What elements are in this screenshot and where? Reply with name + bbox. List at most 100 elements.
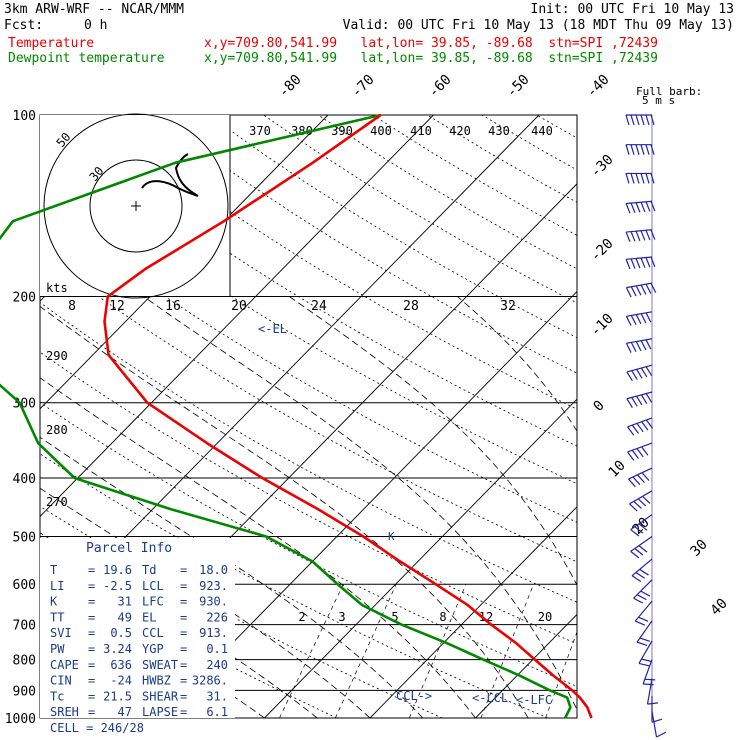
wind-barb-flag (636, 448, 644, 458)
lfc-annotation: <-LFC (516, 693, 552, 707)
wind-barb-staff (629, 490, 653, 505)
wind-legend-label: Full barb: (636, 85, 702, 98)
wind-barb-flag (645, 114, 650, 126)
wind-barb-flag (640, 590, 651, 597)
isotherm-label: -10 (588, 311, 617, 340)
wind-barb-flag (633, 597, 644, 604)
ccl-annotation: CCL-> (396, 689, 432, 703)
k-annotation: K (388, 530, 395, 543)
theta-label: 440 (531, 124, 553, 138)
wind-barb-flag (635, 230, 641, 242)
wind-barb-flag (637, 474, 645, 483)
parcel-info-sep: = (88, 642, 95, 656)
parcel-info-sep: = (88, 563, 95, 577)
isotherm-line (0, 115, 11, 718)
wind-barb-staff (646, 678, 653, 705)
wind-barb-flag (630, 231, 636, 242)
parcel-info-sep: = (180, 674, 187, 688)
isotherm-line (369, 506, 577, 718)
hodograph-ring-outer (43, 113, 229, 299)
wind-barb (626, 391, 653, 408)
wind-barb-flag (639, 637, 651, 642)
wind-barb-flag (630, 529, 640, 537)
mixing-ratio-label: 5 (391, 610, 398, 624)
wind-barb-flag (656, 731, 667, 738)
wind-barb-flag (625, 342, 632, 353)
wind-barb (625, 114, 655, 126)
lcl-annotation: <-LCL (472, 691, 508, 705)
isotherm-label: -20 (588, 236, 617, 265)
wind-barb-staff (626, 338, 653, 344)
pressure-tick-label: 900 (13, 684, 36, 699)
wind-barb-flag (638, 616, 649, 622)
parcel-info-key: CCL (142, 626, 164, 640)
mixing-ratio-line (335, 584, 397, 718)
wind-barb-staff (630, 514, 653, 531)
isotherm-line (264, 398, 577, 718)
wind-barb-flag (645, 230, 651, 241)
wind-barb-flag (650, 229, 656, 240)
wind-barb-flag (635, 285, 642, 296)
wind-barb-flag (645, 283, 652, 294)
theta-label: 280 (46, 423, 68, 437)
wind-barb-flag (635, 114, 640, 126)
wind-barb (627, 417, 654, 436)
wind-barb (633, 579, 653, 604)
theta-label: 420 (449, 124, 471, 138)
wind-barb-flag (625, 203, 631, 214)
parcel-info-sep: = (88, 705, 95, 719)
dry-adiabat (44, 115, 577, 447)
dewpoint-profile-line (0, 113, 572, 719)
hodograph-speed-label: 24 (311, 299, 327, 314)
parcel-info-value: 19.6 (103, 563, 132, 577)
isotherm-label: -60 (426, 72, 455, 101)
pressure-tick-label: 100 (13, 109, 36, 124)
wind-barb (625, 338, 653, 353)
wind-barb (625, 144, 655, 155)
parcel-info-sep: = (180, 658, 187, 672)
parcel-info-value: 923. (199, 579, 228, 593)
wind-barb-flag (636, 641, 648, 646)
wind-barb-staff (634, 600, 653, 622)
wind-barb-flag (645, 393, 653, 403)
parcel-info-key: SWEAT (142, 658, 178, 672)
wind-barb-flag (640, 284, 647, 295)
wind-barb-flag (635, 572, 645, 579)
valid-time: Valid: 00 UTC Fri 10 May 13 (18 MDT Thu … (342, 18, 734, 33)
wind-barb-flag (630, 258, 636, 269)
wind-barb-flag (630, 144, 635, 155)
wind-barb-flag (636, 594, 647, 601)
dry-adiabat (591, 115, 740, 718)
parcel-info-value: 3286. (192, 674, 228, 688)
isotherm-label: -70 (349, 72, 378, 101)
parcel-info-value: 21.5 (103, 689, 132, 703)
dewpoint-station-info: x,y=709.80,541.99 lat,lon= 39.85, -89.68… (204, 51, 658, 66)
parcel-info-sep: = (180, 563, 187, 577)
parcel-cell-text: CELL = 246/28 (50, 721, 144, 735)
parcel-info-sep: = (88, 626, 95, 640)
parcel-info-key: K (50, 595, 58, 609)
parcel-info-key: T (50, 563, 57, 577)
wind-barb-flag (640, 394, 648, 405)
theta-label: 410 (410, 124, 432, 138)
dry-adiabat (536, 115, 577, 139)
parcel-info-value: 47 (118, 705, 132, 719)
wind-barb-flag (645, 339, 652, 350)
theta-label: 390 (331, 124, 353, 138)
wind-barb-flag (635, 341, 642, 352)
wind-barb-flag (641, 421, 649, 431)
hodograph-speed-label: 20 (231, 299, 247, 314)
wind-barb-staff (626, 364, 653, 373)
parcel-info-sep: = (88, 674, 95, 688)
parcel-info-value: 636 (110, 658, 132, 672)
parcel-info-title: Parcel Info (86, 541, 172, 556)
parcel-info-box: Parcel Info T = 19.6 Td = 18.0 LI = -2.5 LCL = 923. K… (40, 538, 235, 735)
theta-label: 400 (370, 124, 392, 138)
parcel-info-sep: = (180, 626, 187, 640)
hodograph-speed-label: 12 (109, 299, 125, 314)
wind-barb-flag (626, 371, 633, 382)
parcel-info-key: SHEAR (142, 689, 179, 703)
isotherm-label: 30 (688, 537, 711, 560)
isotherm-line (475, 613, 577, 718)
